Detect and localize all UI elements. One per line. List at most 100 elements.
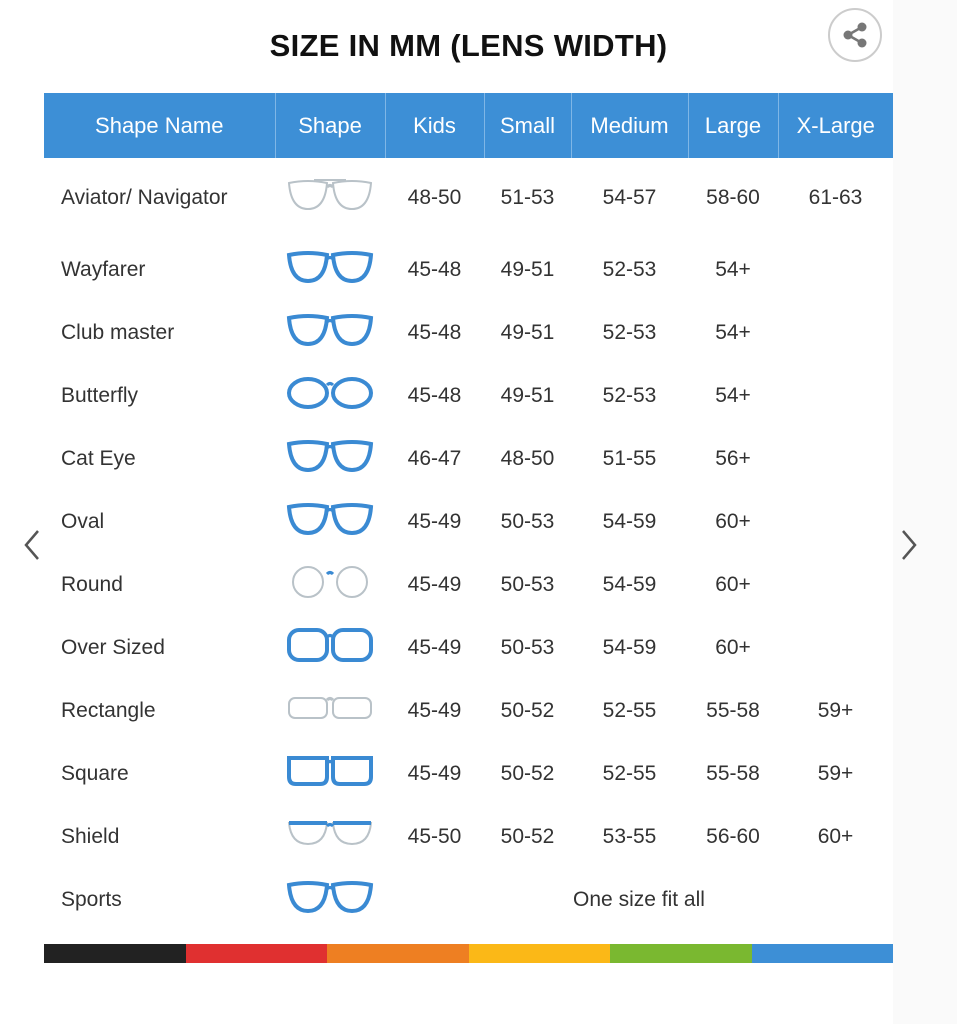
size-cell: 49-51 [500, 257, 555, 281]
size-table: Shape Name Shape Kids Small Medium Large X-Lar… [44, 93, 893, 931]
stripe-segment [185, 944, 327, 963]
size-cell [778, 553, 893, 616]
size-cell: 52-53 [602, 383, 657, 407]
round-glasses-icon [275, 553, 385, 616]
shape-name: Rectangle [61, 698, 156, 722]
size-cell: 45-49 [407, 761, 462, 785]
oval-glasses-icon [275, 490, 385, 553]
shape-name: Butterfly [61, 383, 139, 407]
size-cell: 60+ [715, 509, 751, 533]
sports-glasses-icon [275, 868, 385, 931]
size-cell: 60+ [715, 572, 751, 596]
side-panel [893, 0, 957, 1024]
cateye-glasses-icon [275, 427, 385, 490]
size-cell: 56+ [715, 446, 751, 470]
chevron-left-icon[interactable] [18, 525, 48, 565]
shape-name: Cat Eye [61, 446, 136, 470]
size-cell [778, 301, 893, 364]
table-row: Club master 45-48 49-51 52-53 54+ [44, 301, 893, 364]
size-cell [778, 238, 893, 301]
size-cell: 45-48 [407, 383, 462, 407]
size-cell: 54-59 [602, 635, 657, 659]
size-cell: 55-58 [706, 761, 760, 785]
page-title: SIZE IN MM (LENS WIDTH) [269, 28, 668, 63]
size-cell: 53-55 [602, 824, 657, 848]
stripe-segment [610, 944, 752, 963]
size-cell: 52-53 [602, 257, 657, 281]
size-cell: 52-53 [602, 320, 657, 344]
wayfarer-glasses-icon [275, 238, 385, 301]
stripe-segment [468, 944, 610, 963]
table-row: Over Sized 45-49 50-53 54-59 60+ [44, 616, 893, 679]
size-cell: 50-53 [500, 509, 555, 533]
size-cell [778, 364, 893, 427]
size-cell: 45-49 [407, 635, 462, 659]
column-header: Small [484, 93, 572, 158]
shield-glasses-icon [275, 805, 385, 868]
size-cell: 50-52 [500, 761, 555, 785]
column-header: Large [688, 93, 779, 158]
table-row: Butterfly 45-48 49-51 52-53 54+ [44, 364, 893, 427]
share-icon [843, 22, 867, 48]
table-row: Round 45-49 50-53 54-59 60+ [44, 553, 893, 616]
chevron-right-icon[interactable] [895, 525, 925, 565]
table-row: Sports One size fit all [44, 868, 893, 931]
table-row: Square 45-49 50-52 52-55 55-58 59+ [44, 742, 893, 805]
size-cell: 50-53 [500, 635, 555, 659]
size-cell: 60+ [715, 635, 751, 659]
size-merged: One size fit all [573, 887, 705, 911]
column-header: X-Large [778, 93, 893, 158]
table-row: Wayfarer 45-48 49-51 52-53 54+ [44, 238, 893, 301]
size-cell: 54+ [715, 383, 751, 407]
shape-name: Square [61, 761, 129, 785]
size-cell: 48-50 [407, 186, 462, 209]
column-header: Kids [385, 93, 485, 158]
table-row: Cat Eye 46-47 48-50 51-55 56+ [44, 427, 893, 490]
color-stripe [44, 944, 893, 963]
size-cell: 56-60 [706, 824, 760, 848]
rectangle-glasses-icon [275, 679, 385, 742]
size-cell: 61-63 [808, 186, 863, 209]
size-cell: 52-55 [602, 761, 657, 785]
size-cell: 55-58 [706, 698, 760, 722]
size-cell: 58-60 [706, 186, 760, 209]
share-button[interactable] [828, 8, 882, 62]
square-glasses-icon [275, 742, 385, 805]
shape-name: Club master [61, 320, 175, 344]
shape-name: Aviator/ Navigator [61, 186, 228, 209]
size-cell: 45-50 [407, 824, 462, 848]
size-cell: 51-55 [602, 446, 657, 470]
clubmaster-glasses-icon [275, 301, 385, 364]
size-cell: 51-53 [500, 186, 555, 209]
shape-name: Shield [61, 824, 120, 848]
size-cell: 48-50 [500, 446, 555, 470]
size-cell: 54+ [715, 257, 751, 281]
size-cell: 50-53 [500, 572, 555, 596]
table-row: Rectangle 45-49 50-52 52-55 55-58 59+ [44, 679, 893, 742]
table-header: Shape Name Shape Kids Small Medium Large X-Lar… [44, 93, 893, 158]
shape-name: Oval [61, 509, 105, 533]
stripe-segment [751, 944, 893, 963]
size-cell: 46-47 [407, 446, 462, 470]
size-cell: 45-48 [407, 257, 462, 281]
size-cell: 50-52 [500, 824, 555, 848]
column-header: Medium [571, 93, 689, 158]
size-cell: 45-49 [407, 698, 462, 722]
size-cell: 54-59 [602, 572, 657, 596]
size-cell: 54+ [715, 320, 751, 344]
shape-name: Wayfarer [61, 257, 146, 281]
shape-name: Over Sized [61, 635, 165, 659]
size-cell: 54-57 [602, 186, 657, 209]
stripe-segment [327, 944, 469, 963]
stripe-segment [44, 944, 186, 963]
size-cell: 59+ [817, 698, 854, 722]
size-cell: 54-59 [602, 509, 657, 533]
size-cell: 52-55 [602, 698, 657, 722]
butterfly-glasses-icon [275, 364, 385, 427]
size-cell: 49-51 [500, 320, 555, 344]
size-cell [778, 427, 893, 490]
table-row: Aviator/ Navigator 48-50 51-53 54-57 58-60 61… [44, 158, 893, 238]
shape-name: Round [61, 572, 123, 596]
oversized-glasses-icon [275, 616, 385, 679]
size-cell [778, 490, 893, 553]
